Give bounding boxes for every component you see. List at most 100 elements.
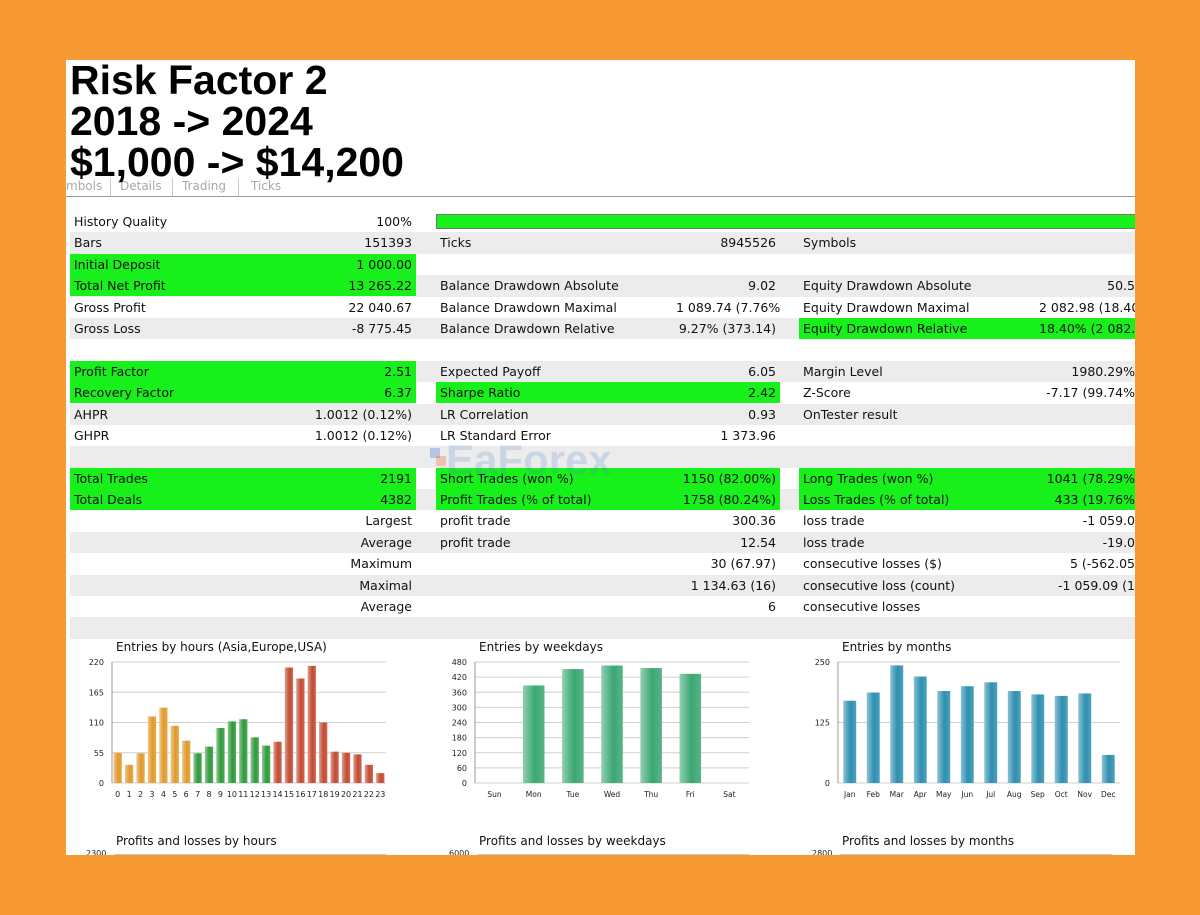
table-cell-value: 13 265.22 — [310, 275, 416, 297]
table-cell-value — [1039, 339, 1135, 360]
chart-bar — [319, 722, 328, 783]
table-cell-value — [1039, 425, 1135, 446]
table-cell-value: 0.93 — [748, 406, 776, 422]
table-cell-value: 4382 — [310, 489, 416, 511]
table-cell-value: 8945526 — [720, 235, 776, 251]
table-cell-value: 1758 (80.24%) — [676, 489, 780, 511]
table-cell-label: GHPR — [74, 427, 110, 443]
chart-bar — [262, 745, 271, 783]
table-cell-value: -7.17 (99.74% — [1046, 385, 1135, 401]
table-cell-label: Equity Drawdown Maximal — [803, 299, 970, 315]
chart-bar — [679, 673, 702, 783]
chart-y-tick-label: 0 — [462, 779, 467, 788]
table-cell-label: Profit Factor — [70, 360, 314, 382]
table-cell-label: Long Trades (won %) — [799, 467, 1043, 489]
table-cell-label — [436, 553, 680, 574]
tab-details[interactable]: Details — [120, 179, 162, 193]
chart-x-tick-label: 0 — [115, 790, 120, 799]
sub-chart-title: Profits and losses by hours — [116, 834, 277, 848]
chart-x-tick-label: 14 — [272, 790, 282, 799]
table-cell-label: LR Standard Error — [440, 427, 551, 443]
chart-bar — [296, 678, 305, 783]
table-cell-label: Balance Drawdown Maximal — [440, 299, 617, 315]
table-cell-value: -1 059.0 — [1082, 513, 1135, 529]
chart-y-tick-label: 125 — [815, 719, 830, 728]
table-cell-value — [1039, 446, 1135, 467]
chart-x-tick-label: Jul — [985, 790, 995, 799]
tab-trading[interactable]: Trading — [182, 179, 227, 193]
table-cell-value — [676, 446, 780, 467]
table-row: Average 6 consecutive losses — [70, 596, 1135, 617]
headline-overlay: Risk Factor 2 2018 -> 2024 $1,000 -> $14… — [70, 60, 404, 183]
chart-entries-by-months: Entries by months 0 125 250 Jan Feb Mar Apr May… — [792, 640, 1132, 820]
chart-x-tick-label: 23 — [375, 790, 385, 799]
table-cell-label: profit trade — [440, 513, 511, 529]
chart-x-tick-label: 20 — [341, 790, 351, 799]
chart-y-tick-label: 55 — [94, 749, 104, 758]
table-cell-value: -1 059.09 (1 — [1058, 577, 1135, 593]
chart-y-tick-label: 180 — [452, 734, 467, 743]
table-cell-label: Total Trades — [70, 467, 314, 489]
history-quality-label: History Quality — [74, 214, 168, 229]
table-cell-value: Average — [360, 534, 412, 550]
sub-chart-axis-label: 2300 — [86, 849, 107, 855]
table-cell-label: Sharpe Ratio — [436, 382, 680, 404]
table-cell-value: 1.0012 (0.12%) — [314, 406, 412, 422]
chart-y-tick-label: 240 — [452, 719, 467, 728]
table-row — [70, 617, 1135, 639]
table-cell-label: OnTester result — [803, 406, 898, 422]
headline-line-1: Risk Factor 2 — [70, 60, 328, 103]
tab-symbols[interactable]: mbols — [66, 179, 103, 193]
table-row: Total Net Profit 13 265.22 Balance Drawdow… — [70, 275, 1135, 297]
table-cell-value — [1039, 617, 1135, 638]
chart-x-tick-label: 22 — [364, 790, 374, 799]
strategy-tester-report: Risk Factor 2 2018 -> 2024 $1,000 -> $14… — [66, 60, 1135, 855]
table-cell-label: Ticks — [440, 235, 472, 251]
table-row — [70, 339, 1135, 360]
chart-bar — [136, 753, 145, 783]
chart-x-tick-label: May — [936, 790, 952, 799]
chart-bar — [216, 728, 225, 783]
chart-bar — [250, 737, 259, 783]
chart-bar — [1007, 691, 1021, 783]
table-cell-value: 433 (19.76% — [1039, 489, 1135, 511]
table-cell-label: Balance Drawdown Absolute — [440, 278, 619, 294]
tab-ticks[interactable]: Ticks — [251, 179, 282, 193]
table-cell-value: 12.54 — [740, 534, 776, 550]
chart-bar — [170, 725, 179, 783]
table-cell-label: Equity Drawdown Absolute — [803, 278, 972, 294]
chart-bar — [284, 667, 294, 783]
sub-chart-gridline — [477, 854, 749, 855]
chart-x-tick-label: 12 — [250, 790, 260, 799]
chart-x-tick-label: 16 — [295, 790, 305, 799]
watermark: EaForex — [446, 436, 612, 483]
sub-chart-gridline — [840, 854, 1112, 855]
chart-bar — [601, 665, 623, 783]
eaforex-logo-icon — [428, 444, 454, 470]
chart-bar — [125, 764, 134, 783]
tabs-divider — [66, 196, 1135, 197]
chart-y-tick-label: 120 — [452, 749, 467, 758]
chart-x-tick-label: Sun — [487, 790, 502, 799]
chart-x-tick-label: Mon — [526, 790, 542, 799]
headline-line-2: 2018 -> 2024 — [70, 98, 313, 144]
table-cell-value: 1 000.00 — [310, 253, 416, 275]
table-cell-value: 1.0012 (0.12%) — [314, 427, 412, 443]
chart-x-tick-label: Jan — [843, 790, 856, 799]
table-cell-label: Expected Payoff — [440, 363, 541, 379]
history-quality-value: 100% — [376, 214, 412, 229]
table-cell-value: 1041 (78.29% — [1039, 467, 1135, 489]
table-cell-label: Recovery Factor — [70, 382, 314, 404]
table-cell-value: Average — [360, 599, 412, 615]
chart-x-tick-label: 7 — [195, 790, 200, 799]
table-cell-label — [70, 446, 314, 467]
table-cell-label: AHPR — [74, 406, 109, 422]
chart-x-tick-label: Dec — [1101, 790, 1116, 799]
table-cell-label — [436, 339, 680, 360]
table-cell-value: 9.27% (373.14) — [678, 320, 776, 336]
chart-x-tick-label: Oct — [1055, 790, 1068, 799]
chart-x-tick-label: 11 — [238, 790, 248, 799]
table-cell-label: Total Net Profit — [70, 275, 314, 297]
chart-bar — [193, 753, 202, 783]
table-cell-label — [70, 553, 314, 574]
